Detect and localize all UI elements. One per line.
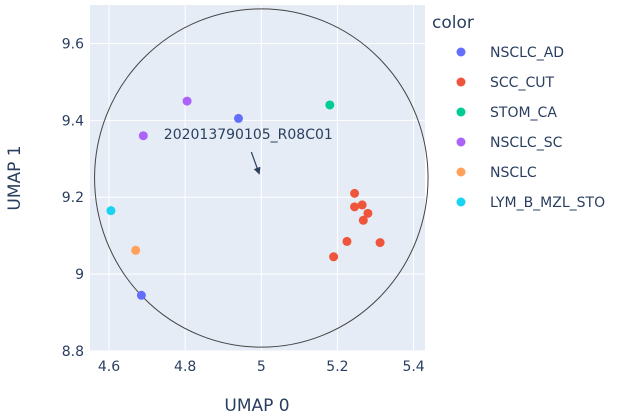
legend-marker-nsclc-ad	[456, 47, 466, 57]
data-point-scc-cut	[342, 236, 352, 246]
legend-title: color	[432, 13, 474, 33]
data-point-scc-cut	[350, 188, 360, 198]
data-point-nsclc	[131, 245, 141, 255]
tick-labels: 4.6 4.8 5 5.2 5.4 8.8 9 9.2 9.4 9.6	[62, 36, 425, 375]
data-point-scc-cut	[358, 215, 368, 225]
legend-label-stom-ca: STOM_CA	[490, 105, 557, 121]
y-tick-label: 9.4	[62, 113, 84, 129]
x-tick-label: 5.2	[326, 359, 348, 375]
data-point-lym-b-mzl-sto	[106, 206, 116, 216]
y-tick-label: 9	[75, 267, 84, 283]
x-tick-label: 4.6	[98, 359, 120, 375]
legend-label-nsclc-ad: NSCLC_AD	[490, 45, 564, 61]
data-point-scc-cut	[375, 238, 385, 248]
x-tick-label: 5	[257, 359, 266, 375]
circle-shape	[94, 8, 429, 348]
legend-marker-stom-ca	[456, 107, 466, 117]
x-axis-title: UMAP 0	[224, 396, 289, 416]
y-tick-label: 9.6	[62, 36, 84, 52]
data-point-scc-cut	[329, 252, 339, 262]
plot-area-background	[90, 5, 425, 351]
legend-marker-scc-cut	[456, 77, 466, 87]
data-point-scc-cut	[363, 208, 373, 218]
legend[interactable]: NSCLC_AD SCC_CUT STOM_CA NSCLC_SC NSCLC LYM_B…	[456, 45, 606, 211]
legend-marker-nsclc	[456, 167, 466, 177]
shape-circle-layer	[94, 8, 429, 348]
data-point-nsclc-sc	[138, 131, 148, 141]
legend-label-nsclc: NSCLC	[490, 165, 537, 181]
y-axis-title: UMAP 1	[5, 145, 25, 210]
annotation-label: 202013790105_R08C01	[164, 127, 333, 143]
x-tick-label: 5.4	[402, 359, 424, 375]
data-point-nsclc-ad	[136, 290, 146, 300]
legend-marker-lym-b-mzl-sto	[456, 197, 466, 207]
annotation-layer: 202013790105_R08C01	[164, 127, 333, 175]
data-point-scc-cut	[350, 202, 360, 212]
legend-label-lym-b-mzl-sto: LYM_B_MZL_STO	[490, 195, 605, 211]
y-tick-label: 9.2	[62, 190, 84, 206]
legend-marker-nsclc-sc	[456, 137, 466, 147]
y-tick-label: 8.8	[62, 344, 84, 360]
grid-lines	[90, 5, 425, 352]
data-point-stom-ca	[325, 100, 335, 110]
annotation-arrow	[250, 151, 261, 175]
data-point-nsclc-sc	[182, 96, 192, 106]
legend-label-scc-cut: SCC_CUT	[490, 75, 554, 91]
data-point-scc-cut	[357, 200, 367, 210]
legend-label-nsclc-sc: NSCLC_SC	[490, 135, 563, 151]
data-point-nsclc-ad	[233, 113, 243, 123]
data-points-layer	[106, 96, 385, 300]
x-tick-label: 4.8	[174, 359, 196, 375]
